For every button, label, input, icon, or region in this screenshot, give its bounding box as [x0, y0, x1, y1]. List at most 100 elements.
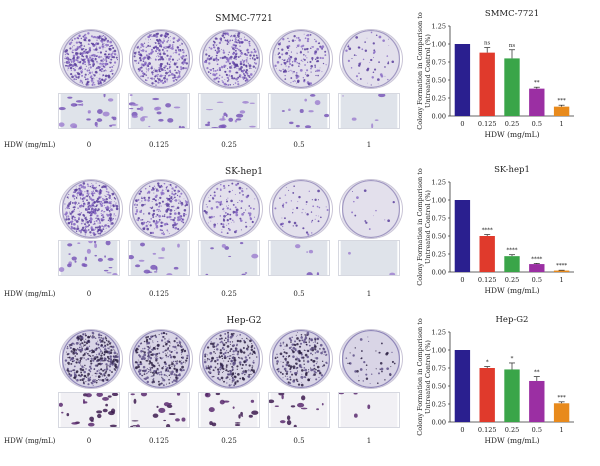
y-tick-label: 1.25	[432, 179, 446, 187]
microscopy-image	[338, 240, 400, 276]
concentration-label: 0.125	[148, 437, 170, 445]
concentration-label: 0.25	[221, 141, 237, 149]
chart-title: SK-hep1	[494, 165, 530, 175]
concentration-label: 0.5	[293, 437, 305, 445]
microscopy-image	[198, 93, 260, 129]
concentration-label: 0.5	[293, 290, 305, 298]
concentration-label: 0	[86, 141, 92, 149]
x-tick-label: 0	[460, 426, 464, 434]
y-tick-label: 1.25	[432, 329, 446, 337]
colony-plate	[340, 180, 402, 238]
bar	[454, 350, 471, 422]
significance-label: ****	[556, 263, 567, 269]
x-tick-label: 0.5	[532, 426, 542, 434]
colony-plate	[340, 330, 402, 388]
significance-label: *	[486, 360, 489, 366]
hdw-axis-label: HDW (mg/mL)	[4, 141, 56, 149]
x-tick-label: 0.25	[505, 426, 519, 434]
panel-skhep1: SK-hep1 HDW (mg/mL) 0 0.125 0.25 0.5 1 S…	[0, 156, 600, 306]
colony-plate	[200, 180, 262, 238]
concentration-label: 0	[86, 290, 92, 298]
y-tick-label: 0.75	[432, 365, 446, 373]
significance-label: ns	[509, 43, 516, 49]
bar	[454, 200, 471, 272]
y-tick-label: 0.25	[432, 95, 446, 103]
significance-label: ***	[557, 395, 566, 401]
chart-title: SMMC-7721	[485, 9, 539, 19]
concentration-label: 1	[366, 437, 372, 445]
concentration-label: 1	[366, 141, 372, 149]
x-tick-label: 0.5	[532, 276, 542, 284]
x-tick-label: 0	[460, 276, 464, 284]
microscopy-image	[198, 392, 260, 428]
x-axis-label: HDW (mg/mL)	[484, 436, 539, 445]
y-tick-label: 1.00	[432, 347, 446, 355]
x-tick-label: 0.5	[532, 120, 542, 128]
significance-label: *	[511, 356, 514, 362]
colony-plate	[130, 180, 192, 238]
bar-chart-hepg2: Hep-G2 0.00 0.25 0.50 0.75 1.00 1.25 0 * 0.125 * 0.…	[414, 310, 594, 456]
colony-plate	[130, 30, 192, 88]
significance-label: ****	[482, 228, 493, 234]
microscopy-image	[58, 240, 120, 276]
bar	[553, 403, 570, 422]
concentration-label: 0	[86, 437, 92, 445]
significance-label: **	[534, 80, 540, 86]
y-tick-label: 1.00	[432, 197, 446, 205]
panel-smmc7721: SMMC-7721 HDW (mg/mL) 0 0.125 0.25 0.5 1…	[0, 0, 600, 150]
microscopy-image	[268, 93, 330, 129]
x-axis-label: HDW (mg/mL)	[484, 286, 539, 295]
microscopy-image	[338, 392, 400, 428]
x-axis-label: HDW (mg/mL)	[484, 130, 539, 139]
significance-label: ***	[557, 98, 566, 104]
hdw-axis-label: HDW (mg/mL)	[4, 437, 56, 445]
x-tick-label: 1	[560, 120, 564, 128]
concentration-label: 0.125	[148, 290, 170, 298]
y-axis-label: Untreated Control (%)	[424, 34, 432, 108]
bar	[504, 256, 520, 272]
y-tick-label: 0.00	[432, 269, 446, 277]
y-tick-label: 0.50	[432, 233, 446, 241]
microscopy-image	[58, 392, 120, 428]
y-axis-label: Untreated Control (%)	[424, 340, 432, 414]
y-tick-label: 0.50	[432, 77, 446, 85]
y-tick-label: 0.00	[432, 113, 446, 121]
bar	[479, 52, 495, 116]
y-tick-label: 0.75	[432, 215, 446, 223]
y-axis-label: Colony Formation in Comparison to	[416, 318, 424, 436]
microscopy-image	[268, 392, 330, 428]
y-tick-label: 0.25	[432, 401, 446, 409]
bar	[529, 380, 545, 422]
y-tick-label: 0.00	[432, 419, 446, 427]
x-tick-label: 0	[460, 120, 464, 128]
y-axis-label: Colony Formation in Comparison to	[416, 168, 424, 286]
concentration-label: 0.5	[293, 141, 305, 149]
y-axis-label: Untreated Control (%)	[424, 190, 432, 264]
x-tick-label: 0.25	[505, 120, 519, 128]
y-axis-label: Colony Formation in Comparison to	[416, 12, 424, 130]
significance-label: **	[534, 370, 540, 376]
colony-plate	[270, 30, 332, 88]
colony-plate	[60, 330, 122, 388]
bar-chart-skhep1: SK-hep1 0.00 0.25 0.50 0.75 1.00 1.25 0 **** 0.12…	[414, 160, 594, 306]
bar-chart-smmc7721: SMMC-7721 0.00 0.25 0.50 0.75 1.00 1.25 0 ns 0.12…	[414, 4, 594, 150]
bar	[529, 88, 545, 116]
y-tick-label: 0.25	[432, 251, 446, 259]
microscopy-image	[58, 93, 120, 129]
colony-plate	[130, 330, 192, 388]
hdw-axis-label: HDW (mg/mL)	[4, 290, 56, 298]
x-tick-label: 0.125	[478, 120, 497, 128]
colony-plate	[60, 180, 122, 238]
concentration-label: 1	[366, 290, 372, 298]
colony-plate	[60, 30, 122, 88]
bar	[479, 368, 495, 422]
x-tick-label: 1	[560, 426, 564, 434]
microscopy-image	[128, 240, 190, 276]
microscopy-image	[198, 240, 260, 276]
concentration-label: 0.25	[221, 437, 237, 445]
microscopy-image	[338, 93, 400, 129]
bar	[553, 106, 570, 116]
x-tick-label: 0.125	[478, 426, 497, 434]
bar	[504, 58, 520, 116]
significance-label: ****	[507, 248, 518, 254]
